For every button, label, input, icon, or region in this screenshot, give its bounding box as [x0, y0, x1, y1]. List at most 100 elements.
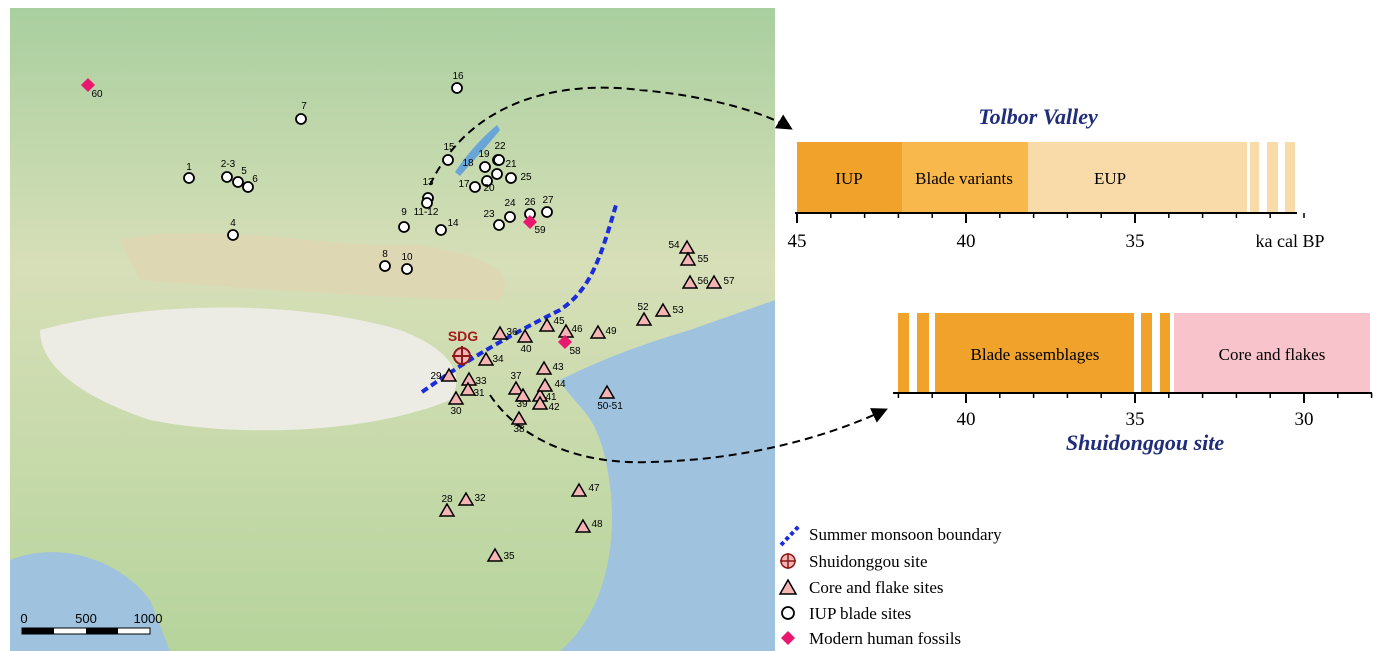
site-label: 43: [552, 362, 564, 373]
legend-label: Modern human fossils: [809, 629, 961, 648]
site-label: 11-12: [414, 207, 439, 218]
site-label: 50-51: [597, 401, 623, 412]
site-label: 48: [591, 519, 603, 530]
legend-label: IUP blade sites: [809, 604, 911, 623]
iup-site: [491, 168, 503, 180]
segment-label: Core and flakes: [1219, 345, 1326, 364]
site-label: 58: [569, 346, 581, 357]
site-label: 20: [483, 183, 495, 194]
core-flake-site: [705, 274, 723, 289]
core-flake-site: [438, 502, 456, 517]
iup-site: [493, 219, 505, 231]
segment: [1160, 313, 1170, 392]
iup-site: [442, 154, 454, 166]
core-flake-site: [536, 377, 554, 392]
site-label: 17: [458, 179, 470, 190]
site-label: 23: [483, 209, 495, 220]
segment: [1028, 142, 1247, 213]
scale-label: 0: [20, 611, 27, 626]
site-label: 18: [462, 158, 474, 169]
arrow: [489, 394, 888, 464]
iup-site: [479, 161, 491, 173]
core-flake-site: [459, 381, 477, 396]
arrow: [429, 86, 793, 186]
fossil-site: [558, 335, 572, 349]
core-flake-site: [681, 274, 699, 289]
legend-label: Core and flake sites: [809, 578, 944, 597]
site-label: 25: [520, 172, 532, 183]
segment-label: EUP: [1094, 169, 1126, 188]
shuidonggou-panel: Blade assemblages Core and flakes Shuido…: [893, 313, 1373, 455]
site-label: 44: [554, 379, 566, 390]
legend-symbol: [779, 523, 802, 547]
core-flake-site: [447, 390, 465, 405]
legend: Summer monsoon boundary Shuidonggou site…: [778, 523, 1002, 648]
scale-label: 500: [75, 611, 97, 626]
site-label: 33: [475, 376, 487, 387]
legend-symbol: [781, 631, 795, 645]
desert: [120, 233, 506, 300]
iup-site: [504, 211, 516, 223]
iup-site: [242, 181, 254, 193]
core-flake-site: [678, 239, 696, 254]
segment: [935, 313, 1134, 392]
site-label: 38: [513, 424, 525, 435]
segment: [1174, 313, 1370, 392]
iup-site: [232, 176, 244, 188]
site-label: 41: [545, 392, 557, 403]
iup-site: [421, 197, 433, 209]
lake: [455, 125, 500, 176]
scale-bar: 0 500 1000: [20, 611, 162, 635]
site-label: 13: [422, 177, 434, 188]
tick-label: 30: [1295, 409, 1314, 430]
monsoon-boundary: [420, 204, 618, 394]
segment: [898, 313, 909, 392]
site-label: 29: [430, 371, 442, 382]
site-label: 5: [241, 166, 247, 177]
sdg-label: SDG: [448, 328, 478, 344]
site-label: 28: [441, 494, 453, 505]
site-label: 24: [504, 198, 516, 209]
site-label: 21: [505, 159, 517, 170]
tick-label: 35: [1126, 231, 1145, 252]
core-flake-site: [635, 311, 653, 326]
scale-segment: [86, 628, 118, 634]
core-flake-site: [486, 547, 504, 562]
segment: [1285, 142, 1295, 213]
site-label: 30: [450, 406, 462, 417]
site-label: 60: [91, 89, 103, 100]
ticks: 45 40 35: [788, 213, 1305, 252]
core-flake-site: [507, 380, 525, 395]
plateau: [40, 307, 457, 431]
axis-unit: ka cal BP: [1256, 231, 1325, 251]
iup-site: [493, 154, 505, 166]
segment: [902, 142, 1028, 213]
core-flake-site: [538, 317, 556, 332]
site-label: 37: [510, 371, 522, 382]
site-label: 59: [534, 225, 546, 236]
site-label: 39: [516, 399, 528, 410]
iup-site: [227, 229, 239, 241]
core-flake-site: [491, 325, 509, 340]
legend-label: Shuidonggou site: [809, 552, 928, 571]
tick-label: 35: [1126, 409, 1145, 430]
tolbor-panel: Tolbor Valley IUP Blade variants EUP ka …: [788, 104, 1325, 252]
core-flake-site: [510, 410, 528, 425]
core-flake-site: [440, 367, 458, 382]
segment-label: Blade variants: [915, 169, 1013, 188]
site-label: 6: [252, 174, 258, 185]
site-label: 45: [553, 316, 565, 327]
core-flake-site: [477, 351, 495, 366]
sea: [560, 300, 775, 651]
site-label: 55: [697, 254, 709, 265]
core-flake-site: [457, 491, 475, 506]
site-label: 53: [672, 305, 684, 316]
legend-symbol: [780, 553, 796, 569]
segment-label: IUP: [835, 169, 862, 188]
core-flake-site: [574, 518, 592, 533]
core-flake-site: [514, 387, 532, 402]
site-label: 54: [668, 240, 680, 251]
legend-symbol: [781, 606, 795, 620]
core-flake-site: [589, 324, 607, 339]
